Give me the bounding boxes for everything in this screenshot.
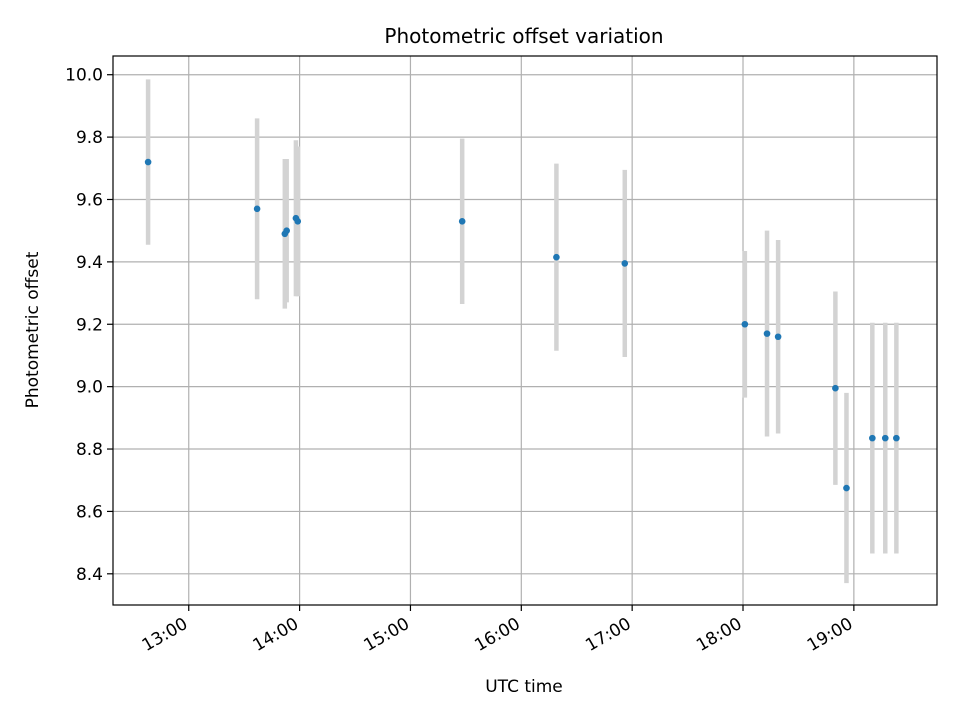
data-point <box>458 218 466 225</box>
plot-frame <box>112 55 938 606</box>
y-tick-label: 9.2 <box>76 315 103 335</box>
data-point <box>881 434 889 442</box>
data-point <box>774 333 782 341</box>
y-tick-label: 9.8 <box>76 128 103 148</box>
data-point <box>621 260 629 267</box>
data-point <box>253 205 261 213</box>
y-tick-label: 10.0 <box>65 66 103 86</box>
y-axis-label: Photometric offset <box>23 251 43 408</box>
y-tick-label: 8.4 <box>76 565 103 585</box>
data-points <box>144 158 900 492</box>
y-tick-label: 9.0 <box>76 378 103 398</box>
data-point <box>869 434 876 442</box>
data-point <box>763 330 771 337</box>
y-tick-label: 8.6 <box>76 502 103 522</box>
data-point <box>294 218 302 225</box>
data-point <box>553 253 560 261</box>
data-point <box>843 484 850 492</box>
y-axis-ticks: 8.4 8.6 8.8 9.0 9.2 9.4 9.6 9.8 10.0 <box>65 66 113 585</box>
data-point <box>144 158 152 166</box>
data-point <box>283 227 290 234</box>
y-tick-label: 8.8 <box>76 440 103 460</box>
y-tick-label: 9.4 <box>76 253 103 273</box>
data-point <box>893 434 900 442</box>
data-point <box>741 320 749 328</box>
y-tick-label: 9.6 <box>76 190 103 210</box>
data-point <box>832 384 839 392</box>
x-axis-label: UTC time <box>485 677 563 697</box>
chart-title: Photometric offset variation <box>384 24 663 48</box>
